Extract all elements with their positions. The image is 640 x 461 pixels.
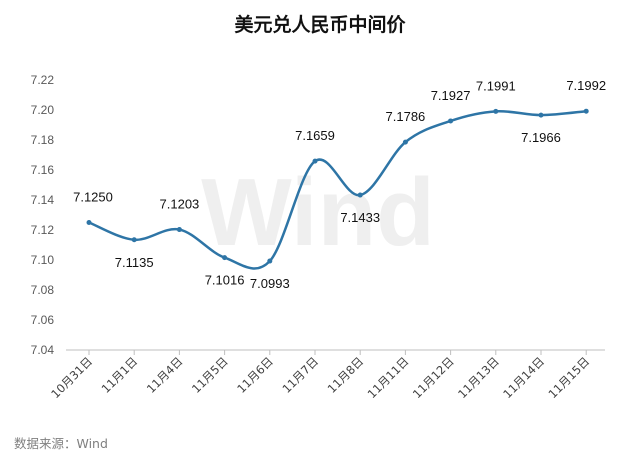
data-point [176, 227, 182, 233]
x-tick-label: 11月1日 [99, 354, 141, 396]
data-point [583, 108, 589, 114]
data-label: 7.1433 [340, 210, 380, 225]
data-point [222, 255, 228, 261]
x-tick-label: 11月14日 [500, 354, 547, 401]
data-label: 7.1016 [205, 273, 245, 288]
data-label: 7.1991 [476, 78, 516, 93]
x-tick-label: 11月6日 [234, 354, 276, 396]
y-tick-label: 7.08 [31, 283, 55, 297]
y-tick-label: 7.04 [31, 343, 55, 357]
y-tick-label: 7.16 [31, 163, 55, 177]
x-axis: 10月31日 11月1日 11月4日 11月5日 11月6日 11月7日 11月8日11月1… [48, 350, 592, 401]
x-tick-label: 11月13日 [455, 354, 502, 401]
y-tick-label: 7.20 [31, 103, 55, 117]
x-tick-label: 11月4日 [144, 354, 186, 396]
data-point [86, 220, 92, 225]
data-label: 7.1203 [160, 197, 200, 212]
y-tick-label: 7.06 [31, 313, 55, 327]
data-point [448, 118, 454, 124]
data-label: 7.1250 [73, 190, 113, 205]
data-point [402, 139, 408, 145]
data-point [312, 158, 318, 164]
x-tick-label: 11月15日 [545, 354, 592, 401]
y-tick-label: 7.12 [31, 223, 55, 237]
data-label: 7.1786 [386, 109, 426, 124]
data-label: 7.1659 [295, 128, 335, 143]
chart-title: 美元兑人民币中间价 [234, 13, 406, 36]
data-label: 7.1927 [431, 88, 471, 103]
y-tick-label: 7.22 [31, 73, 55, 87]
data-point [357, 192, 363, 198]
data-label: 7.1135 [115, 255, 154, 270]
data-point [538, 112, 544, 118]
data-label: 7.1992 [566, 78, 606, 93]
y-tick-label: 7.10 [31, 253, 55, 267]
data-point [493, 108, 499, 114]
x-tick-label: 11月8日 [325, 354, 367, 396]
data-points [86, 108, 589, 264]
x-tick-label: 11月5日 [189, 354, 231, 396]
data-label: 7.0993 [250, 276, 290, 291]
data-point [131, 237, 137, 243]
x-tick-label: 11月7日 [279, 354, 321, 396]
y-tick-label: 7.18 [31, 133, 55, 147]
x-tick-label: 11月12日 [410, 354, 457, 401]
y-axis: 7.22 7.20 7.18 7.16 7.14 7.12 7.10 7.08 7.06 7.04 [31, 73, 55, 357]
data-point [267, 258, 273, 264]
data-label: 7.1966 [521, 130, 561, 145]
source-note: 数据来源：Wind [14, 436, 108, 451]
data-labels: 7.1250 7.1135 7.1203 7.1016 7.0993 7.1659 7.14… [73, 78, 606, 291]
y-tick-label: 7.14 [31, 193, 55, 207]
x-tick-label: 11月11日 [365, 354, 412, 401]
watermark-logo: Wind [201, 159, 435, 266]
x-tick-label: 10月31日 [48, 354, 95, 401]
